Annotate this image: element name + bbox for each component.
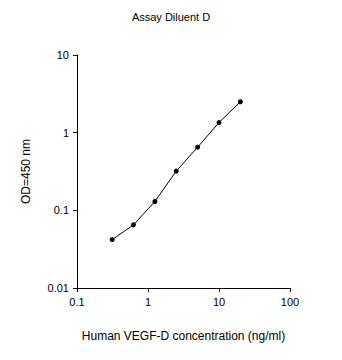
svg-text:0.1: 0.1 bbox=[69, 296, 84, 308]
svg-text:100: 100 bbox=[281, 296, 299, 308]
svg-text:OD=450 nm: OD=450 nm bbox=[19, 139, 33, 204]
svg-text:0.01: 0.01 bbox=[48, 282, 69, 294]
svg-text:1: 1 bbox=[63, 127, 69, 139]
svg-text:0.1: 0.1 bbox=[54, 204, 69, 216]
svg-text:1: 1 bbox=[145, 296, 151, 308]
svg-text:Human VEGF-D concentration (ng: Human VEGF-D concentration (ng/ml) bbox=[82, 329, 285, 343]
svg-text:10: 10 bbox=[213, 296, 225, 308]
svg-text:Assay Diluent D: Assay Diluent D bbox=[132, 11, 210, 23]
svg-text:10: 10 bbox=[57, 49, 69, 61]
